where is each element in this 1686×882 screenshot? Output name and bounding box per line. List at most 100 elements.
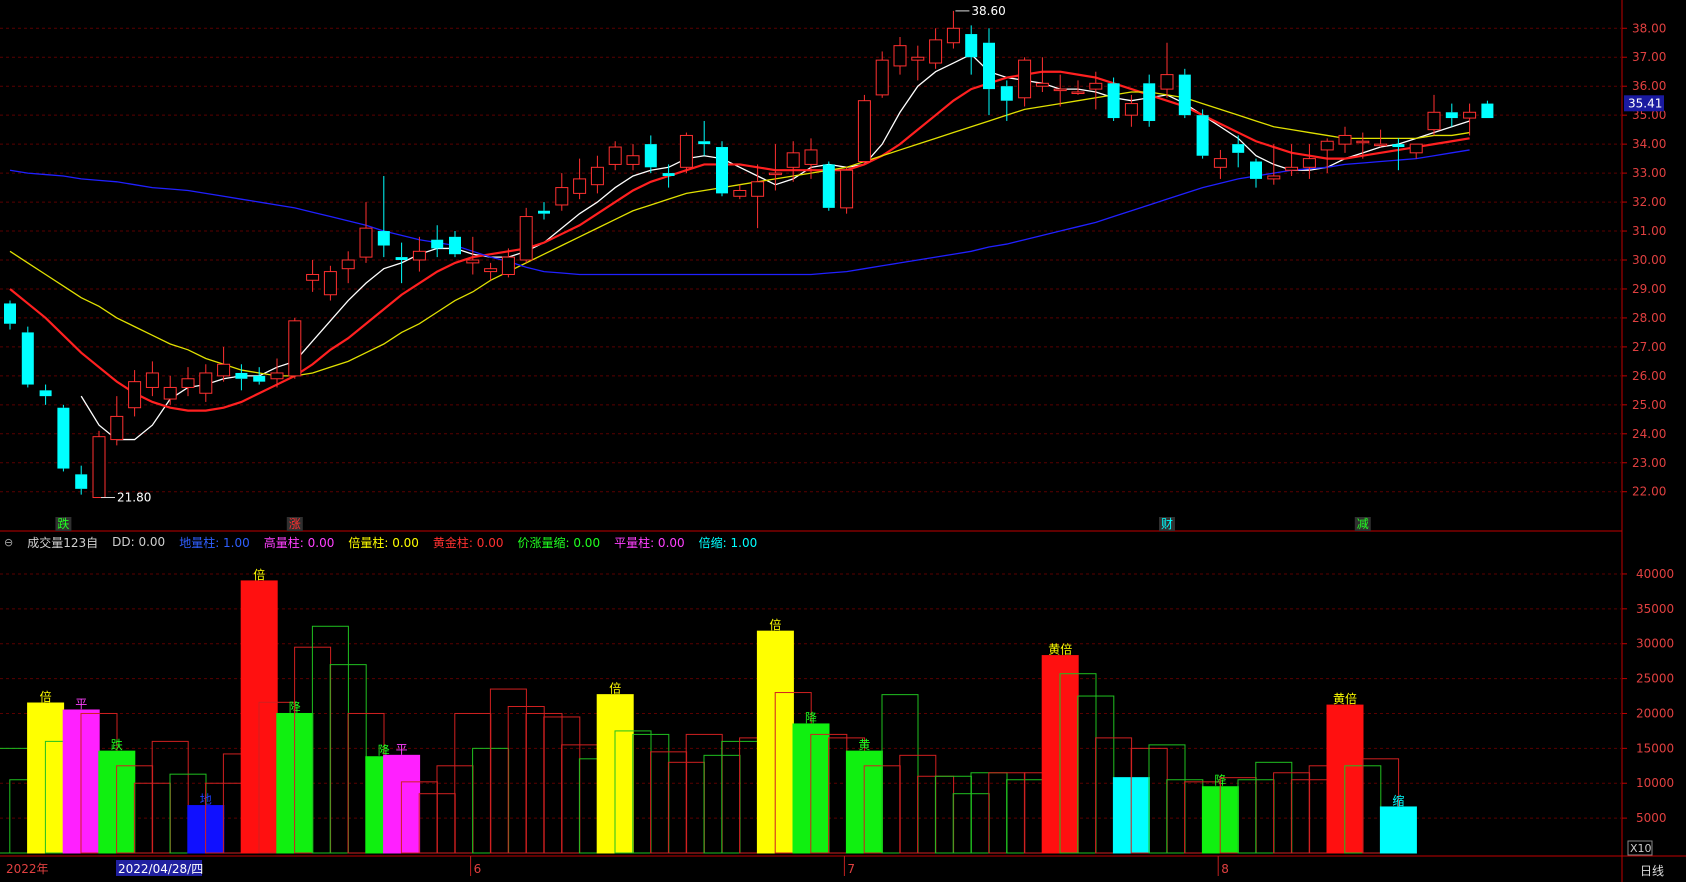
volume-tick-label: 15000 [1636,741,1674,755]
volume-tick-label: 5000 [1636,811,1667,825]
candle-body [1053,88,1067,92]
extreme-price-label: 38.60 [971,4,1005,18]
volume-bar-tag: 平 [75,697,87,711]
candle-body [1018,59,1032,99]
volume-tick-label: 30000 [1636,637,1674,651]
price-tick-label: 37.00 [1632,50,1666,64]
price-tick-label: 25.00 [1632,398,1666,412]
indicator-legend-item: 地量柱: 1.00 [179,535,250,550]
candle-body [538,210,550,214]
candle-body [110,415,124,441]
event-marker-box [1354,517,1371,531]
volume-bar-tag: 跌 [111,737,123,752]
candle-body [359,227,373,258]
volume-bars[interactable]: 倍平跌地倍降降 平倍倍降黄黄倍降黄倍缩 [0,567,1417,854]
candle-body [875,59,889,96]
candle-body [679,134,693,168]
candle-body [1374,143,1388,147]
indicator-legend-item: 高量柱: 0.00 [263,535,335,550]
candle-body [1320,140,1334,151]
indicator-legend: ⊖ 成交量123自 DD: 0.00 地量柱: 1.00 高量柱: 0.00 倍量柱: … [4,533,757,551]
candle-body [1250,161,1262,179]
candle-body [1356,140,1370,144]
date-label: 2022/04/28/四 [118,862,203,876]
candle-body [1463,111,1477,119]
candle-body [893,45,907,67]
price-tick-label: 23.00 [1632,456,1666,470]
candle-body [716,147,728,194]
candle-body [306,273,320,281]
volume-bar-tag: 降 [805,711,817,725]
volume-tick-label: 25000 [1636,672,1674,686]
candle-body [822,164,835,208]
month-label: 6 [474,862,482,876]
candle-body [75,474,88,489]
price-tick-label: 38.00 [1632,21,1666,35]
candle-body [929,39,943,64]
candle-body [965,34,978,58]
volume-bar-tag: 降 [378,744,390,758]
candle-body [983,42,995,90]
price-annotations: 38.60 21.80 跌 涨 财 减 [55,4,1371,531]
collapse-icon[interactable]: ⊖ [4,535,14,549]
indicator-legend-item: 价涨量缩: 0.00 [517,535,601,550]
candle-body [199,372,213,394]
price-tick-label: 22.00 [1632,485,1666,499]
candle-body [1445,112,1458,119]
candle-body [1302,158,1316,168]
candle-body [128,381,142,409]
candle-body [4,303,16,324]
candle-body [1089,82,1103,90]
candlestick-series[interactable] [4,10,1494,499]
candle-body [1071,91,1085,94]
indicator-legend-item: 黄金柱: 0.00 [432,535,504,550]
candle-body [1107,83,1120,119]
candle-body [1000,86,1013,101]
candle-body [555,187,569,206]
volume-bar [1379,806,1417,854]
scale-box [1627,840,1653,856]
candle-body [412,250,426,261]
date-axis: 2022年 2022/04/28/四 6 7 8 X10 日线 [6,840,1664,878]
candle-body [1035,82,1049,87]
candle-body [341,259,355,270]
volume-axis: 5000 10000 15000 20000 25000 30000 35000 40000 [1622,567,1674,825]
volume-bar-tag: 缩 [1392,793,1404,808]
candle-body [768,172,782,176]
candle-body [1213,158,1227,168]
candle-body [573,178,587,194]
price-tick-label: 34.00 [1632,137,1666,151]
candle-body [449,236,461,255]
event-marker: 涨 [289,516,301,531]
date-highlight [116,860,202,876]
event-marker: 财 [1161,517,1173,531]
candle-body [804,149,818,165]
indicator-legend-item: 平量柱: 0.00 [614,535,685,550]
candle-body [1160,74,1174,90]
volume-tick-label: 20000 [1636,706,1674,720]
price-tick-label: 31.00 [1632,224,1666,238]
price-tick-label: 32.00 [1632,195,1666,209]
candle-body [733,189,747,197]
price-axis: 22.00 23.00 24.00 25.00 26.00 27.00 28.00 29.00… [1622,21,1666,499]
volume-tick-label: 10000 [1636,776,1674,790]
event-marker-box [55,517,72,531]
event-marker-box [1159,517,1175,531]
volume-bar-tag: 黄倍 [1048,642,1072,657]
scale-label: X10 [1630,842,1652,855]
candle-body [1392,144,1405,148]
candle-body [395,257,408,260]
candle-body [431,239,444,249]
period-label: 日线 [1640,864,1664,878]
price-tick-label: 30.00 [1632,253,1666,267]
year-label: 2022年 [6,862,49,876]
candle-body [786,152,800,168]
candle-body [519,216,533,261]
price-tick-label: 33.00 [1632,166,1666,180]
event-marker: 减 [1357,517,1369,531]
price-tick-label: 35.00 [1632,108,1666,122]
candle-body [1267,175,1281,180]
candle-body [163,386,177,400]
candle-body [857,100,871,163]
